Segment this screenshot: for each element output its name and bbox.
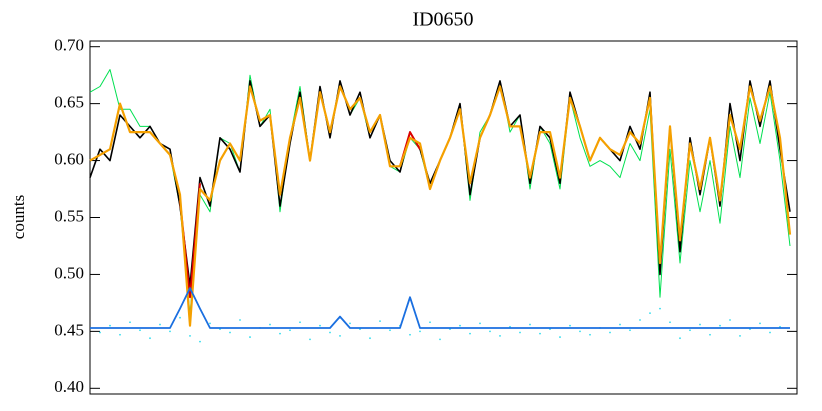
residual-dot (529, 323, 531, 326)
residual-dot (299, 321, 301, 324)
y-axis-label: counts (9, 195, 28, 239)
residual-dot (389, 329, 391, 332)
residual-dot (619, 323, 621, 326)
y-tick-label: 0.50 (54, 263, 84, 282)
y-tick-label: 0.70 (54, 36, 84, 55)
residual-dot (339, 335, 341, 337)
residual-dot (409, 333, 411, 336)
residual-dot (489, 330, 491, 333)
residual-dot (269, 323, 271, 326)
residual-dot (759, 322, 761, 325)
residual-dot (609, 331, 611, 334)
residual-dot (249, 336, 251, 338)
residual-dot (539, 332, 541, 335)
chart-title: ID0650 (412, 9, 473, 31)
residual-dot (589, 333, 591, 336)
residual-dot (439, 338, 441, 341)
residual-dot (239, 319, 241, 321)
residual-dot (229, 331, 231, 334)
residual-dot (499, 335, 501, 337)
residual-dot (309, 338, 311, 341)
residual-dot (329, 331, 331, 334)
residual-dot (469, 332, 471, 335)
residual-dot (279, 332, 281, 335)
series-line (179, 131, 421, 299)
series-line (90, 287, 790, 329)
residual-dot (379, 320, 381, 323)
residual-dot (209, 322, 211, 325)
residual-dot (559, 336, 561, 338)
residual-dot (679, 337, 681, 340)
residual-dot (349, 322, 351, 325)
residual-dot (149, 337, 151, 340)
residual-dot (459, 324, 461, 327)
residual-dot (719, 324, 721, 327)
residual-dot (319, 324, 321, 327)
residual-dot (669, 321, 671, 324)
residual-dot (99, 331, 101, 334)
residual-dot (579, 330, 581, 333)
residual-dot (639, 319, 641, 321)
residual-dot (699, 323, 701, 326)
y-tick-label: 0.45 (54, 320, 84, 339)
y-tick-label: 0.40 (54, 377, 84, 396)
residual-dot (419, 330, 421, 333)
residual-dot (629, 329, 631, 332)
residual-dot (369, 337, 371, 340)
residual-dot (729, 319, 731, 321)
residual-dot (139, 329, 141, 332)
y-tick-label: 0.60 (54, 149, 84, 168)
y-tick-label: 0.55 (54, 206, 84, 225)
residual-dot (129, 321, 131, 324)
y-tick-label: 0.65 (54, 93, 84, 112)
residual-dot (649, 312, 651, 315)
residual-dot (659, 307, 661, 310)
residual-dot (479, 322, 481, 325)
residual-dot (199, 340, 201, 343)
residual-dot (159, 323, 161, 326)
residual-dot (709, 333, 711, 336)
residual-dot (189, 335, 191, 337)
residual-dot (109, 324, 111, 327)
residual-dot (569, 324, 571, 327)
residual-dot (739, 335, 741, 337)
residual-dot (119, 333, 121, 336)
residual-dot (689, 329, 691, 332)
residual-dot (429, 321, 431, 324)
series-line (89, 85, 792, 327)
residual-dot (519, 331, 521, 334)
residual-dot (769, 331, 771, 334)
residual-dot (179, 316, 181, 319)
residual-dot (289, 329, 291, 332)
residual-dot (169, 330, 171, 333)
